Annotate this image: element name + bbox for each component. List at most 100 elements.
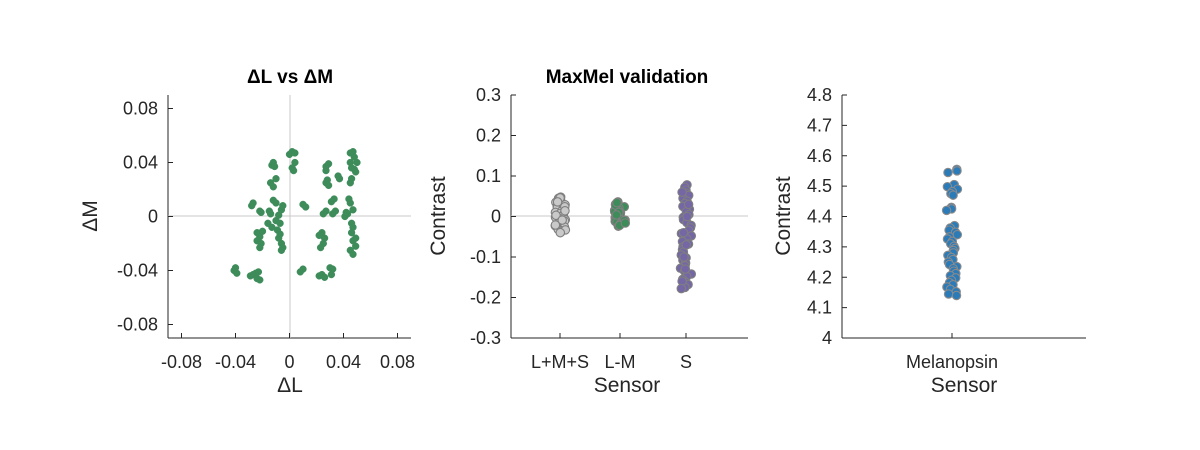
strip-point	[943, 167, 953, 178]
strip-point	[680, 264, 691, 274]
y-axis-label: Contrast	[772, 176, 795, 256]
x-tick-label: 0.08	[380, 352, 415, 372]
y-tick-group: -0.3 -0.2 -0.1 0 0.1 0.2 0.3	[470, 85, 516, 348]
x-tick-label: -0.04	[215, 352, 256, 372]
scatter-panel: ΔL vs ΔM -0.08 -0.04 0 0.04 0.08 -0.08 -0.04 0…	[79, 67, 415, 397]
scatter-point	[302, 203, 310, 211]
y-tick-label: 0.2	[476, 126, 501, 146]
scatter-point	[324, 160, 333, 168]
chart-title: ΔL vs ΔM	[247, 67, 333, 88]
strip-point	[677, 187, 687, 197]
scatter-point	[330, 195, 338, 203]
scatter-point	[291, 158, 299, 167]
y-tick-label: 4	[822, 328, 832, 348]
strip-point	[555, 227, 566, 238]
y-tick-label: 0.3	[476, 85, 501, 105]
melanopsin-panel: Melanopsin 4 4.1 4.2 4.3 4.4 4.5 4.6 4.7 4.8 Sen…	[772, 85, 1086, 397]
scatter-point	[279, 202, 287, 210]
scatter-point	[322, 207, 330, 215]
y-tick-label: 0	[491, 207, 501, 227]
y-axis-label: Contrast	[427, 176, 450, 256]
scatter-point	[256, 276, 264, 284]
scatter-points	[230, 148, 361, 284]
chart-title: MaxMel validation	[546, 67, 709, 88]
scatter-point	[249, 199, 257, 207]
strip-point	[676, 283, 687, 294]
x-tick-label: 0	[284, 352, 294, 372]
strip-point	[611, 210, 622, 220]
x-axis-label: Sensor	[594, 374, 661, 397]
strip-point	[683, 199, 694, 210]
scatter-point	[352, 234, 360, 242]
x-axis-label: Sensor	[931, 374, 998, 397]
strip-point	[941, 205, 952, 216]
scatter-point	[266, 210, 275, 218]
strip-point	[551, 210, 561, 221]
strip-point	[681, 240, 692, 250]
strip-point	[948, 190, 958, 200]
scatter-point	[291, 149, 299, 157]
y-tick-label: 4.8	[807, 85, 832, 105]
strip-point	[560, 206, 570, 216]
strip-point	[552, 197, 563, 207]
scatter-point	[331, 207, 340, 215]
y-tick-label: 4.5	[807, 176, 832, 196]
y-tick-label: -0.3	[470, 328, 501, 348]
scatter-point	[272, 199, 280, 207]
scatter-point	[316, 243, 325, 252]
x-tick-group: Melanopsin	[906, 333, 998, 372]
strip-point	[943, 289, 954, 299]
x-tick-label: 0.04	[326, 352, 361, 372]
y-tick-label: 4.2	[807, 267, 832, 287]
scatter-point	[277, 246, 286, 254]
y-tick-label: 4.1	[807, 298, 832, 318]
y-axis-label: ΔM	[79, 200, 102, 232]
y-tick-label: 0	[148, 207, 158, 227]
x-axis-label: ΔL	[277, 374, 303, 397]
scatter-point	[322, 166, 330, 175]
scatter-point	[256, 243, 264, 252]
x-tick-label: L+M+S	[531, 352, 589, 372]
scatter-point	[269, 183, 277, 191]
x-tick-group: L+M+S L-M S	[531, 333, 692, 372]
scatter-point	[349, 250, 357, 258]
scatter-point	[231, 264, 240, 272]
scatter-point	[272, 175, 280, 183]
maxmel-validation-panel: MaxMel validation L+M+S L-M S -0.3 -0.2 -0.1…	[427, 67, 748, 397]
strip-point	[679, 252, 689, 262]
scatter-point	[349, 206, 357, 214]
scatter-point	[299, 265, 307, 273]
x-tick-group: -0.08 -0.04 0 0.04 0.08	[161, 333, 415, 372]
y-tick-label: -0.1	[470, 247, 501, 267]
scatter-point	[258, 227, 267, 235]
strip-point	[952, 166, 962, 176]
x-tick-label: S	[680, 352, 692, 372]
strip-points	[941, 164, 963, 301]
y-tick-label: 0.04	[123, 153, 158, 173]
scatter-point	[320, 273, 329, 281]
y-tick-group: 4 4.1 4.2 4.3 4.4 4.5 4.6 4.7 4.8	[807, 85, 847, 348]
strip-points	[550, 180, 697, 294]
strip-point	[557, 215, 567, 225]
scatter-point	[270, 162, 279, 171]
y-tick-label: 0.08	[123, 99, 158, 119]
y-tick-label: 4.6	[807, 146, 832, 166]
scatter-point	[276, 219, 284, 227]
x-tick-label: Melanopsin	[906, 352, 998, 372]
scatter-point	[347, 164, 356, 172]
strip-point	[620, 218, 631, 228]
y-tick-group: -0.08 -0.04 0 0.04 0.08	[117, 99, 173, 335]
scatter-point	[353, 158, 361, 167]
strip-point	[951, 290, 962, 301]
strip-point	[550, 220, 561, 230]
x-tick-label: L-M	[605, 352, 636, 372]
scatter-point	[342, 208, 350, 217]
scatter-point	[324, 181, 333, 190]
scatter-point	[352, 242, 360, 250]
y-tick-label: -0.08	[117, 315, 158, 335]
y-tick-label: 4.7	[807, 115, 832, 135]
scatter-point	[289, 166, 298, 175]
x-tick-label: -0.08	[161, 352, 202, 372]
strip-point	[678, 227, 689, 238]
